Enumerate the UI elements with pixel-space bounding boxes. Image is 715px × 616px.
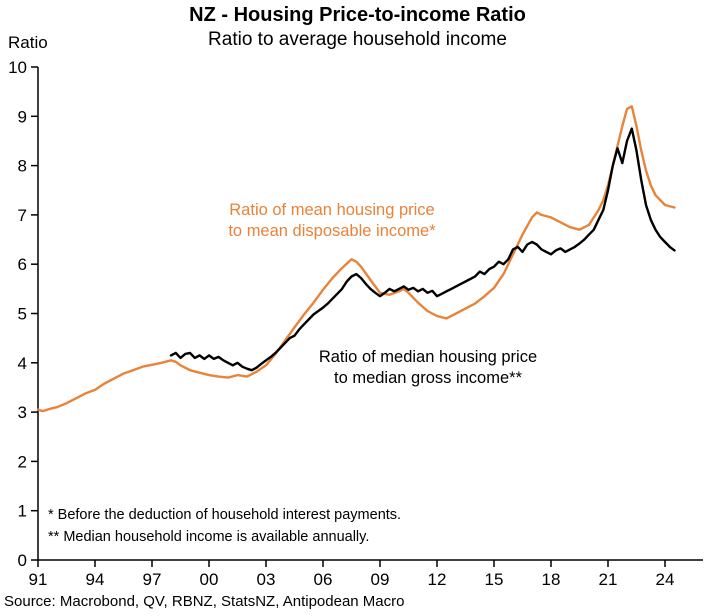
y-tick-label: 4 <box>18 354 27 373</box>
y-tick-label: 0 <box>18 551 27 570</box>
x-tick-label: 18 <box>542 570 561 589</box>
x-tick-label: 24 <box>656 570 675 589</box>
median-series-annotation-line2: to median gross income** <box>333 369 522 387</box>
y-tick-label: 5 <box>18 305 27 324</box>
x-tick-label: 94 <box>86 570 105 589</box>
x-tick-label: 97 <box>143 570 162 589</box>
series-line-median-black <box>169 127 676 372</box>
y-axis-unit-label: Ratio <box>8 33 48 52</box>
y-tick-label: 9 <box>18 107 27 126</box>
source-attribution: Source: Macrobond, QV, RBNZ, StatsNZ, An… <box>4 593 405 610</box>
chart-title: NZ - Housing Price-to-income Ratio <box>189 4 526 26</box>
y-tick-label: 3 <box>18 403 27 422</box>
y-tick-label: 8 <box>18 157 27 176</box>
x-tick-label: 09 <box>371 570 390 589</box>
footnote-double-asterisk: ** Median household income is available … <box>48 529 370 545</box>
footnote-asterisk: * Before the deduction of household inte… <box>48 507 402 523</box>
y-tick-label: 6 <box>18 255 27 274</box>
x-tick-label: 91 <box>29 570 48 589</box>
mean-series-annotation-line1: Ratio of mean housing price <box>229 201 435 219</box>
x-tick-label: 12 <box>428 570 447 589</box>
mean-series-annotation-line2: to mean disposable income* <box>228 222 436 240</box>
x-tick-label: 00 <box>200 570 219 589</box>
chart-subtitle: Ratio to average household income <box>208 29 507 50</box>
median-series-annotation: Ratio of median housing price to median … <box>289 347 567 389</box>
y-tick-label: 2 <box>18 452 27 471</box>
x-tick-label: 21 <box>599 570 618 589</box>
y-tick-label: 1 <box>18 502 27 521</box>
x-tick-label: 06 <box>314 570 333 589</box>
y-tick-label: 10 <box>8 58 27 77</box>
y-tick-label: 7 <box>18 206 27 225</box>
median-series-annotation-line1: Ratio of median housing price <box>318 348 538 366</box>
x-tick-label: 15 <box>485 570 504 589</box>
axis-lines <box>37 67 703 561</box>
x-tick-label: 03 <box>257 570 276 589</box>
series-line-mean-orange <box>36 105 676 413</box>
mean-series-annotation: Ratio of mean housing price to mean disp… <box>193 200 471 242</box>
